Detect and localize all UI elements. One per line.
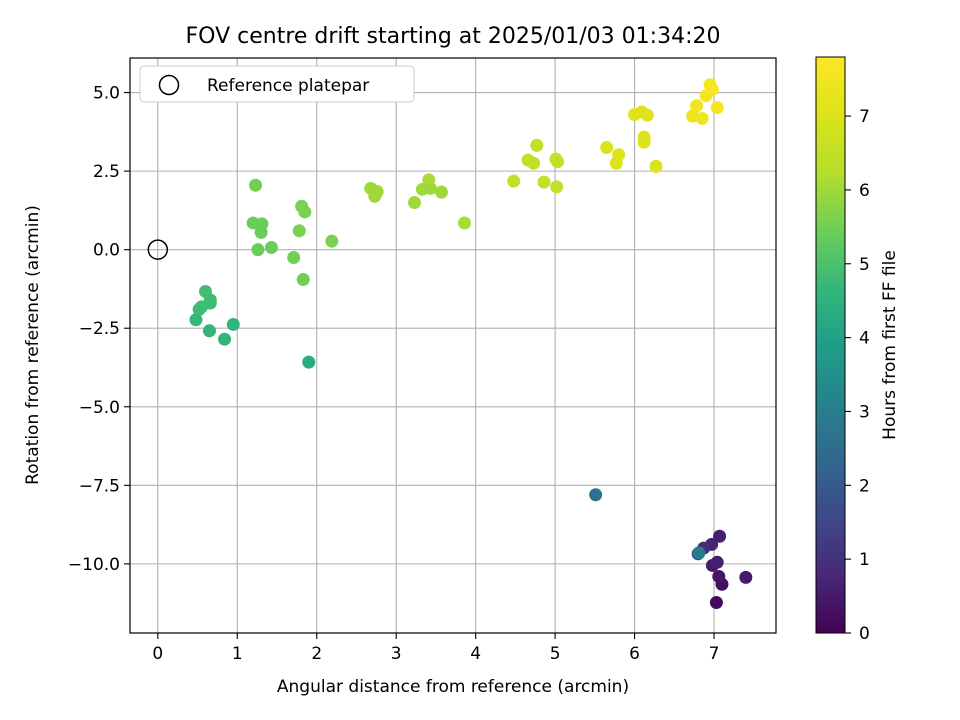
grid-lines [130,58,776,633]
data-point [640,108,654,122]
data-point [739,570,753,584]
x-tick-label: 0 [152,644,163,664]
data-point [550,155,564,169]
x-axis-ticks: 0 1 2 3 4 5 6 7 [152,633,719,664]
data-point [292,224,306,238]
data-point [527,156,541,170]
x-tick-label: 4 [470,644,481,664]
legend-marker-icon [158,74,180,96]
data-point [296,273,310,287]
x-tick-label: 1 [232,644,243,664]
data-point [550,180,564,194]
x-tick-label: 2 [311,644,322,664]
x-axis-label: Angular distance from reference (arcmin) [277,677,629,697]
data-point [695,111,709,125]
colorbar-tick-label: 6 [859,181,870,201]
data-point [407,196,421,210]
data-point [600,141,614,155]
y-tick-label: −10.0 [68,555,120,575]
y-tick-label: 0.0 [93,241,120,261]
y-tick-label: 5.0 [93,84,120,104]
colorbar-tick-label: 5 [859,255,870,275]
data-point [251,243,265,257]
data-point [612,148,626,162]
data-point [713,529,727,543]
data-point [537,175,551,189]
legend: Reference platepar [139,65,415,103]
data-point [298,205,312,219]
y-axis-label: Rotation from reference (arcmin) [23,205,43,485]
data-point [649,159,663,173]
data-point [710,555,724,569]
y-tick-label: 2.5 [93,162,120,182]
data-point [226,317,240,331]
reference-platepar-marker [147,239,169,260]
data-point [325,234,339,248]
legend-entry-reference-platepar: Reference platepar [207,76,369,96]
data-point [690,99,704,113]
data-point [264,240,278,254]
data-point [189,313,203,327]
data-point [255,217,269,231]
colorbar-tick-label: 4 [859,329,870,349]
plot-frame [129,57,777,634]
data-point [218,332,232,346]
chart-title: FOV centre drift starting at 2025/01/03 … [186,24,721,49]
colorbar: 0 1 2 3 4 5 6 7 Hours from first FF file [815,56,900,644]
data-point [637,135,651,149]
y-tick-label: −7.5 [79,476,120,496]
data-point [203,296,217,310]
colorbar-gradient [815,56,846,634]
data-point [370,185,384,199]
x-tick-label: 7 [709,644,720,664]
data-point [589,488,603,502]
data-point [530,138,544,152]
data-point [434,185,448,199]
x-tick-label: 3 [391,644,402,664]
data-point [507,174,521,188]
x-tick-label: 5 [550,644,561,664]
data-point [712,569,726,583]
colorbar-tick-label: 1 [859,550,870,570]
data-point [423,181,437,195]
data-points [189,78,753,610]
colorbar-ticks: 0 1 2 3 4 5 6 7 [845,107,870,644]
legend-box [139,65,415,103]
colorbar-tick-label: 2 [859,476,870,496]
y-tick-label: −5.0 [79,398,120,418]
data-point [705,82,719,96]
data-point [458,216,472,230]
colorbar-tick-label: 0 [859,624,870,644]
data-point [287,251,301,265]
data-point [302,355,316,369]
data-point [249,178,263,192]
colorbar-label: Hours from first FF file [880,250,900,440]
colorbar-tick-label: 7 [859,107,870,127]
y-axis-ticks: −10.0 −7.5 −5.0 −2.5 0.0 2.5 5.0 [68,84,130,575]
data-point [710,101,724,115]
y-tick-label: −2.5 [79,319,120,339]
data-point [692,546,706,560]
x-tick-label: 6 [629,644,640,664]
colorbar-tick-label: 3 [859,402,870,422]
data-point [202,324,216,338]
data-point [709,596,723,610]
